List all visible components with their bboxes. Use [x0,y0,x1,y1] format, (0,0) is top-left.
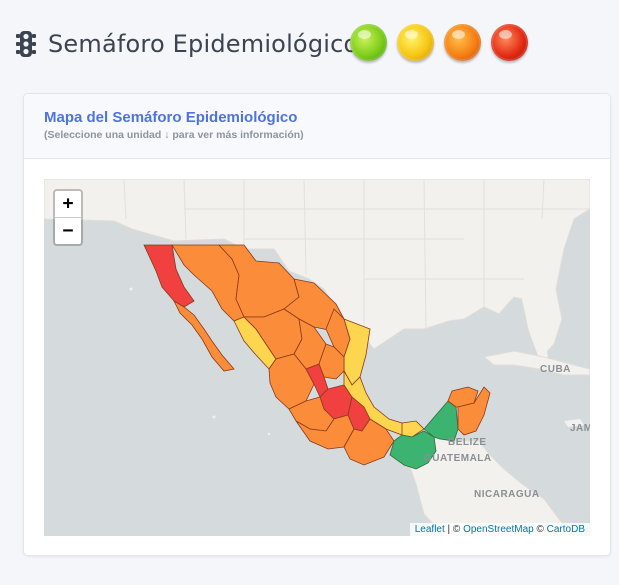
region-tamaulipas[interactable] [343,318,371,386]
zoom-in-button[interactable]: + [62,193,74,214]
map-label-guatemala: GUATEMALA [424,453,492,464]
florida-land [522,299,548,361]
region-san-luis-potosi[interactable] [318,343,345,380]
region-yucatan[interactable] [447,386,479,408]
page-title: Semáforo Epidemiológico [48,30,359,58]
map-label-belize: BELIZE [448,437,487,448]
island [267,432,271,436]
page-header: Semáforo Epidemiológico [16,22,358,66]
region-baja-california-sur[interactable] [173,299,235,372]
region-oaxaca[interactable] [343,418,395,466]
region-coahuila[interactable] [283,278,345,332]
map-canvas[interactable]: CUBA BELIZE GUATEMALA NICARAGUA JAM [44,179,590,536]
red-light-icon [491,24,528,61]
cuba-land [482,350,590,376]
island [212,415,216,419]
zoom-out-button[interactable]: − [55,217,81,244]
region-tabasco[interactable] [401,420,425,438]
map-card: Mapa del Semáforo Epidemiológico (Selecc… [23,93,611,556]
jamaica-land [564,419,584,427]
openstreetmap-link[interactable]: OpenStreetMap [463,524,534,535]
orange-light-icon [444,24,481,61]
card-subtitle: (Seleccione una unidad ↓ para ver más in… [44,129,304,141]
region-quintana-roo[interactable] [457,386,491,436]
cartodb-link[interactable]: CartoDB [546,524,585,535]
card-title: Mapa del Semáforo Epidemiológico [44,109,298,126]
region-chiapas[interactable] [389,430,437,470]
central-america-land [408,433,575,536]
island [129,287,133,291]
region-jalisco[interactable] [268,353,315,410]
map-attribution: Leaflet | © OpenStreetMap © CartoDB [409,523,590,536]
yellow-light-icon [397,24,434,61]
traffic-lights-legend [350,24,528,61]
map-view[interactable]: CUBA BELIZE GUATEMALA NICARAGUA JAM + − … [44,179,590,536]
map-label-nicaragua: NICARAGUA [474,489,540,500]
green-light-icon [350,24,387,61]
map-label-cuba: CUBA [540,364,571,375]
region-baja-california[interactable] [143,244,195,308]
traffic-light-icon [16,29,38,59]
card-header [24,94,610,159]
zoom-control: + − [53,189,83,246]
attribution-separator: | © [444,524,464,535]
leaflet-link[interactable]: Leaflet [414,524,445,535]
usa-land [44,179,590,360]
map-label-jamaica: JAM [570,423,590,434]
attribution-separator: © [533,524,547,535]
